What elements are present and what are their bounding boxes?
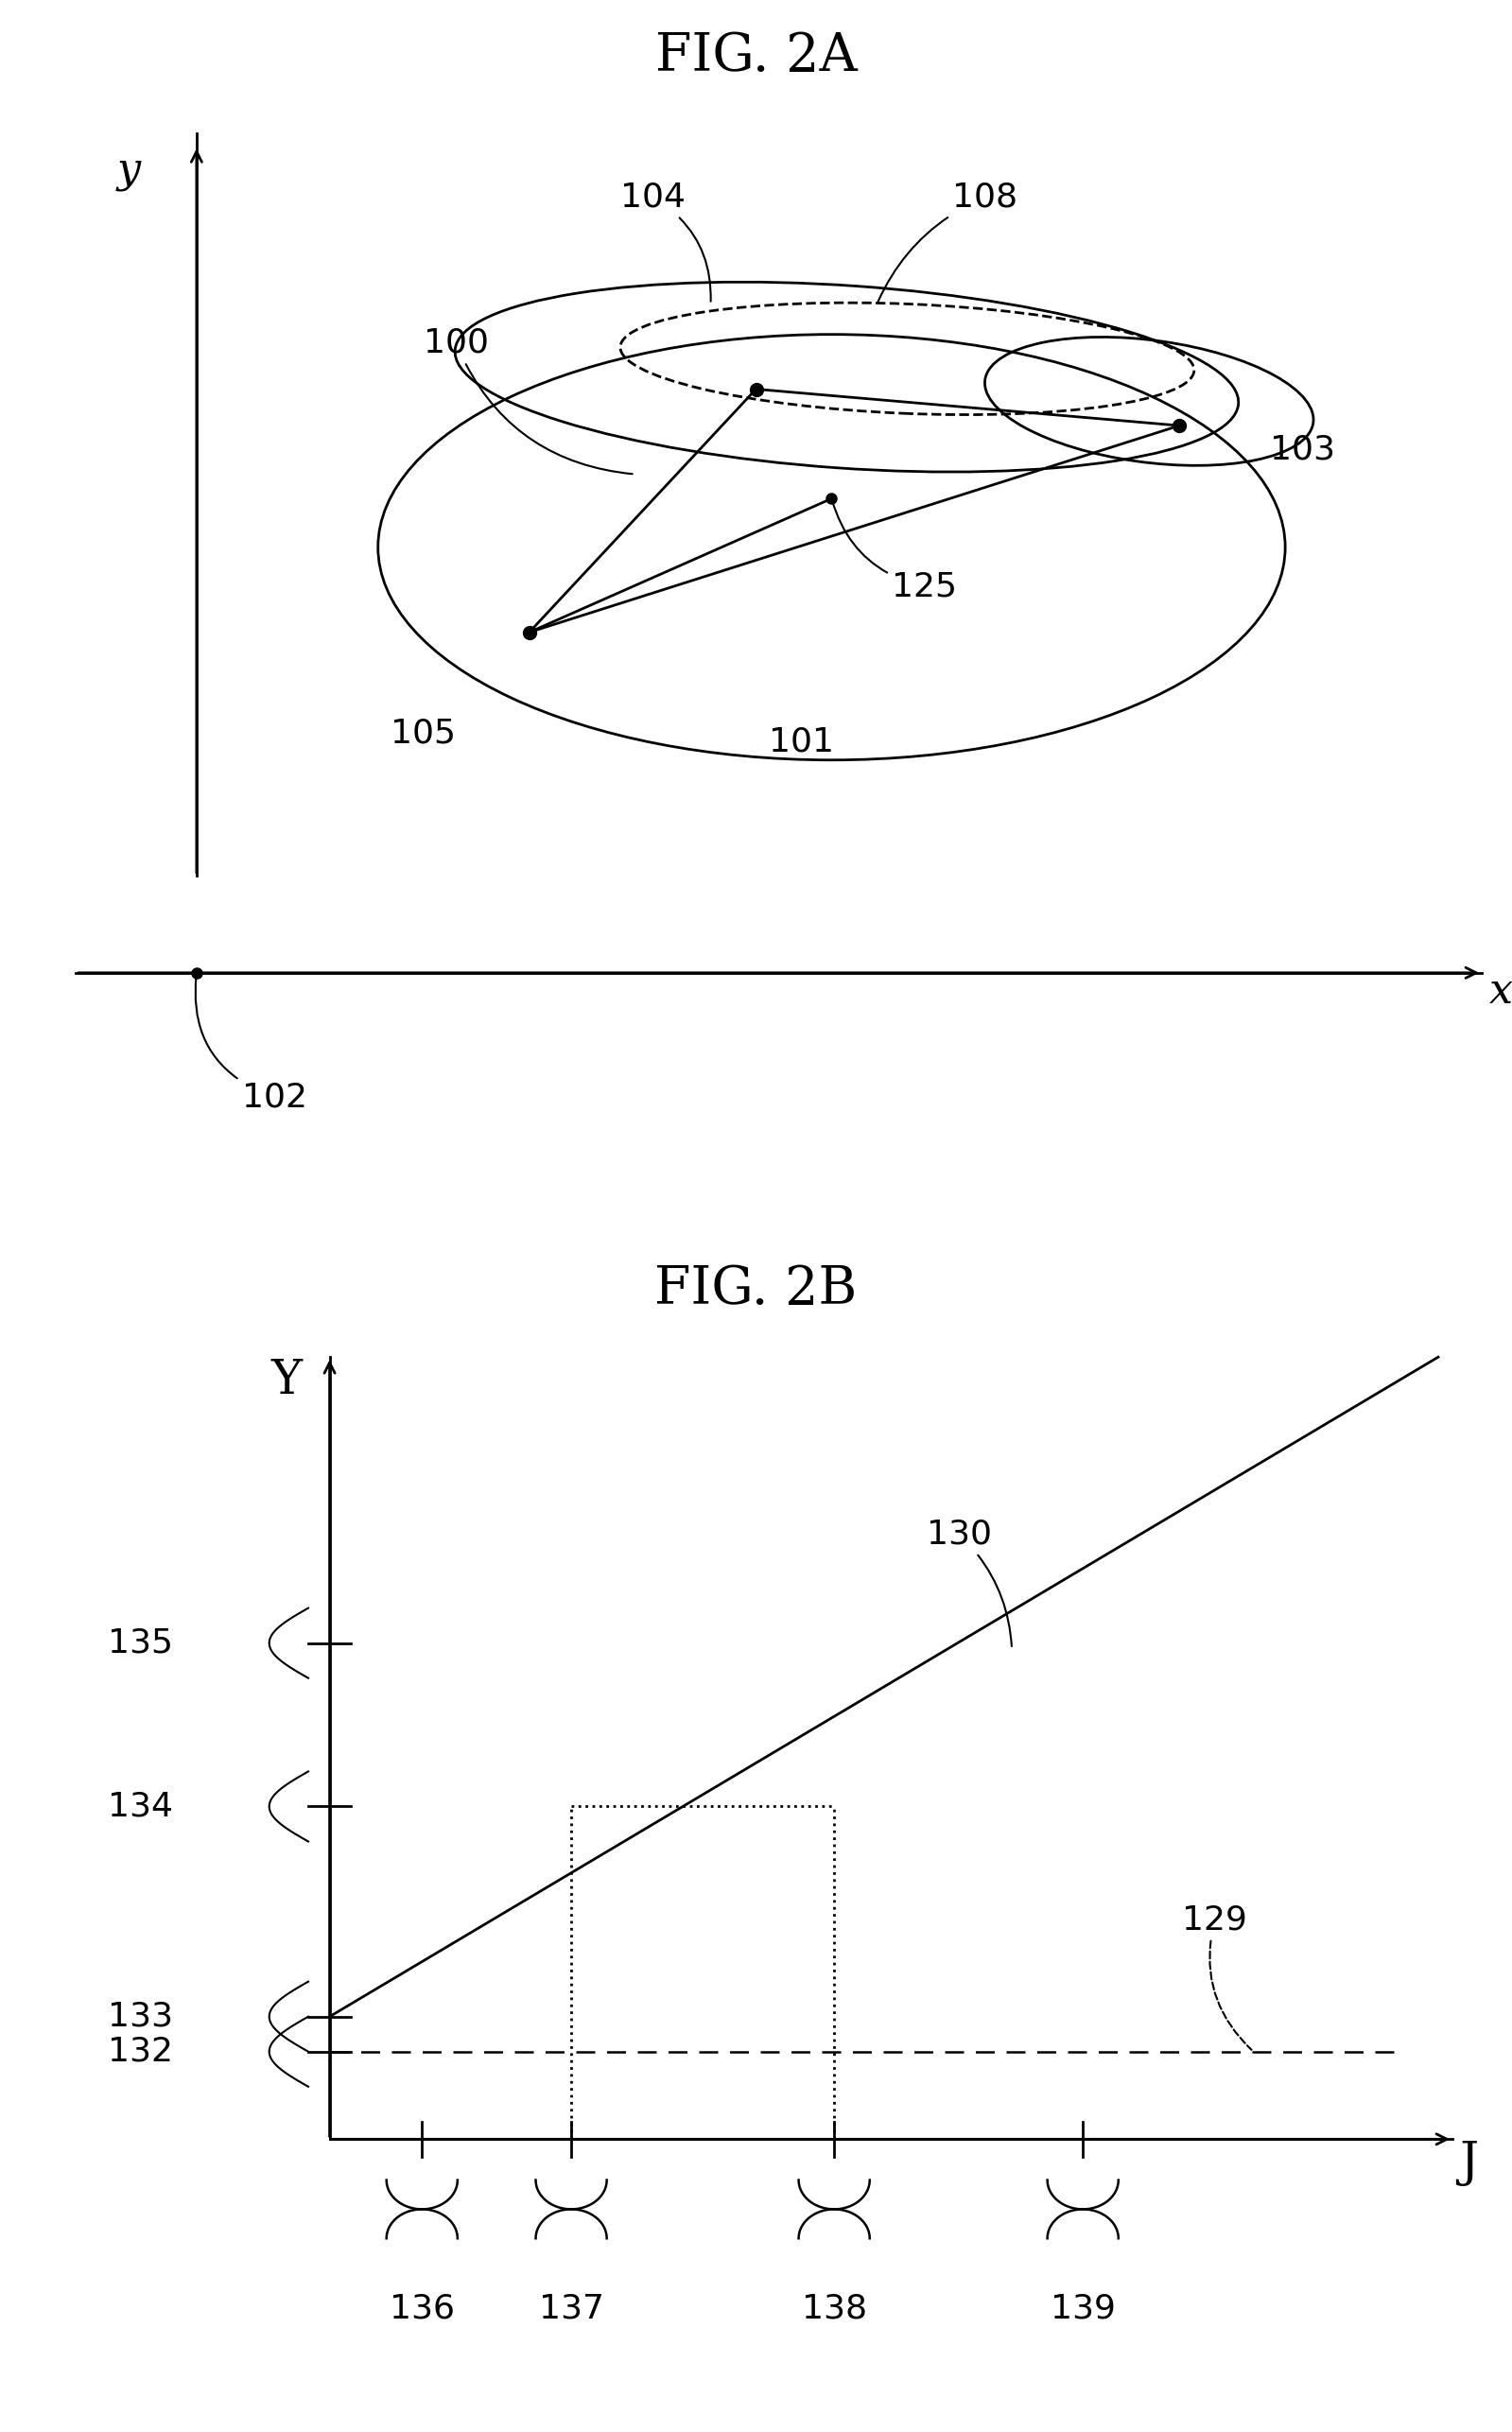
Text: x: x [1489, 970, 1512, 1012]
Text: 104: 104 [620, 182, 711, 302]
Text: 125: 125 [832, 501, 957, 603]
Text: 137: 137 [538, 2293, 603, 2325]
Text: FIG. 2A: FIG. 2A [655, 32, 857, 83]
Text: 136: 136 [390, 2293, 455, 2325]
Text: 129: 129 [1182, 1904, 1252, 2050]
Text: 139: 139 [1051, 2293, 1116, 2325]
Text: 133: 133 [107, 2002, 174, 2033]
Text: 101: 101 [768, 725, 835, 759]
Text: J: J [1459, 2140, 1479, 2186]
Text: 132: 132 [107, 2036, 174, 2067]
Text: y: y [116, 151, 141, 190]
Text: 134: 134 [107, 1790, 174, 1822]
Text: Y: Y [271, 1357, 302, 1403]
Text: FIG. 2B: FIG. 2B [655, 1265, 857, 1316]
Text: 102: 102 [195, 975, 307, 1114]
Text: 130: 130 [927, 1518, 1012, 1646]
Text: 135: 135 [107, 1627, 174, 1659]
Text: 100: 100 [423, 328, 632, 474]
Text: 138: 138 [801, 2293, 866, 2325]
Text: 108: 108 [878, 182, 1018, 302]
Text: 105: 105 [390, 717, 457, 749]
Text: 103: 103 [1270, 433, 1335, 467]
